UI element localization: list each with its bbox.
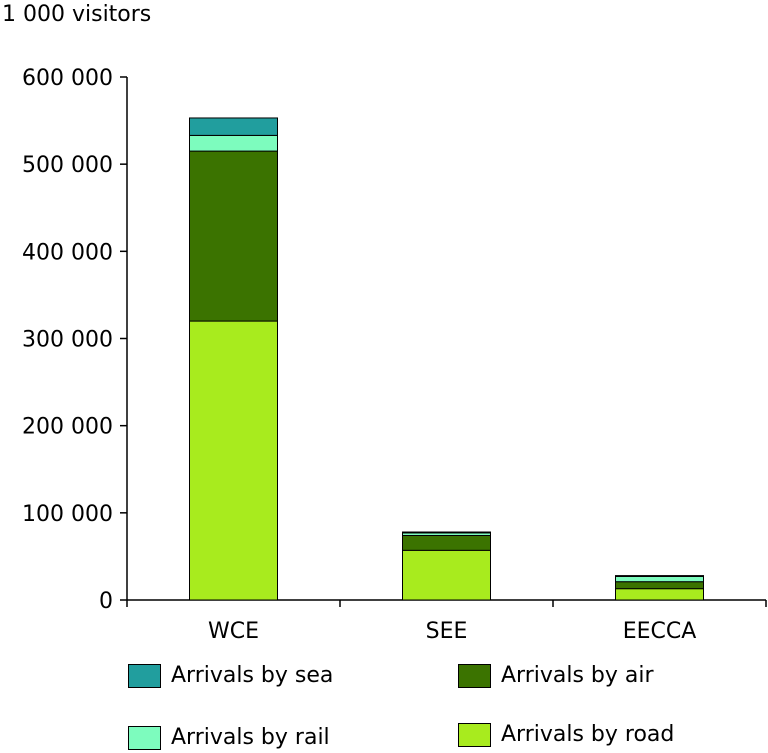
x-tick-label: EECCA bbox=[623, 619, 697, 644]
bar-segment-arrivals-by-rail-eecca bbox=[615, 575, 704, 583]
y-axis-unit-label: 1 000 visitors bbox=[2, 2, 152, 27]
x-tick-label: SEE bbox=[426, 619, 468, 644]
y-tick-label: 400 000 bbox=[22, 240, 113, 265]
y-tick-label: 100 000 bbox=[22, 502, 113, 527]
x-tick-label: WCE bbox=[208, 619, 259, 644]
bar-segment-arrivals-by-sea-eecca bbox=[615, 575, 704, 577]
y-tick-label: 300 000 bbox=[22, 328, 113, 353]
y-tick-label: 200 000 bbox=[22, 415, 113, 440]
bar-segment-arrivals-by-air-wce bbox=[189, 150, 278, 322]
bar-segment-arrivals-by-sea-wce bbox=[189, 117, 278, 136]
y-tick-label: 600 000 bbox=[22, 66, 113, 91]
y-tick-label: 0 bbox=[99, 589, 113, 614]
bar-segment-arrivals-by-road-wce bbox=[189, 320, 278, 601]
bar-segment-arrivals-by-road-eecca bbox=[615, 588, 704, 601]
bar-segment-arrivals-by-air-eecca bbox=[615, 581, 704, 590]
bar-segment-arrivals-by-rail-wce bbox=[189, 134, 278, 152]
y-tick-label: 500 000 bbox=[22, 153, 113, 178]
bar-segment-arrivals-by-road-see bbox=[402, 549, 491, 601]
bar-segment-arrivals-by-air-see bbox=[402, 534, 491, 551]
bar-segment-arrivals-by-sea-see bbox=[402, 531, 491, 534]
